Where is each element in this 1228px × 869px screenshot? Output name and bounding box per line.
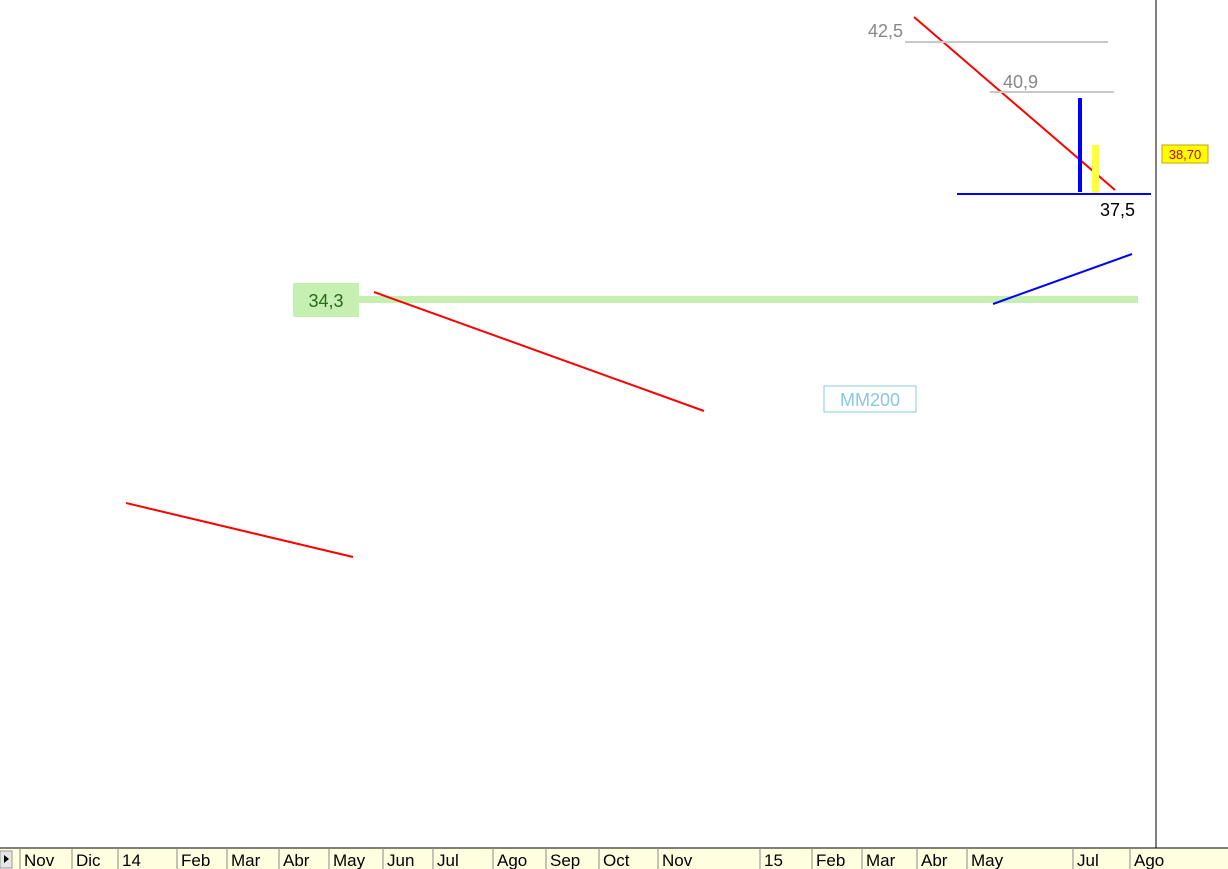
trendline-1 [125, 502, 354, 558]
resistance-label: 34,3 [308, 291, 343, 311]
last-price-box [1161, 144, 1209, 164]
scroll-left-arrow-icon [4, 855, 9, 863]
neckline-label: 37,5 [1100, 200, 1135, 220]
ma-label: MM200 [840, 390, 900, 410]
y-axis: 22,0024,0026,0028,0030,0032,0034,0036,00… [1155, 0, 1228, 848]
x-tick-label: Mar [231, 851, 261, 869]
x-ticks: Nov Dic 14 Feb Mar Abr May Jun Jul Ago Sep Oct Nov 15… [19, 848, 1164, 869]
x-tick-label: May [333, 851, 366, 869]
support-line [992, 253, 1133, 305]
last-price-label: 38,70 [1169, 147, 1202, 162]
peak-label: 42,5 [868, 21, 903, 41]
overlays: 34,3 42,5 40,9 37,5 MM200 [125, 16, 1151, 558]
x-tick-label: Nov [24, 851, 55, 869]
x-tick-label: Nov [662, 851, 693, 869]
x-tick-label: 15 [764, 851, 783, 869]
x-tick-label: May [971, 851, 1004, 869]
x-tick-label: 14 [122, 851, 141, 869]
peak2-label: 40,9 [1003, 72, 1038, 92]
y-axis-bg [1156, 0, 1228, 848]
x-tick-label: Oct [603, 851, 630, 869]
x-axis: Nov Dic 14 Feb Mar Abr May Jun Jul Ago Sep Oct Nov 15… [0, 847, 1228, 869]
x-tick-label: Abr [283, 851, 310, 869]
x-tick-label: Dic [76, 851, 101, 869]
x-tick-label: Feb [816, 851, 845, 869]
x-tick-label: Mar [866, 851, 896, 869]
x-axis-bg [0, 848, 1228, 869]
x-tick-label: Feb [181, 851, 210, 869]
x-tick-label: Abr [921, 851, 948, 869]
breakout-highlight [1092, 145, 1099, 193]
resistance-label-box [293, 283, 359, 317]
x-tick-label: Jul [1077, 851, 1099, 869]
x-tick-label: Jul [437, 851, 459, 869]
x-tick-label: Ago [497, 851, 527, 869]
ma-label-box [823, 385, 917, 413]
trendline-2 [373, 291, 705, 412]
x-tick-label: Sep [550, 851, 580, 869]
x-tick-label: Jun [387, 851, 414, 869]
support-zone-band [293, 296, 1138, 303]
x-tick-label: Ago [1134, 851, 1164, 869]
